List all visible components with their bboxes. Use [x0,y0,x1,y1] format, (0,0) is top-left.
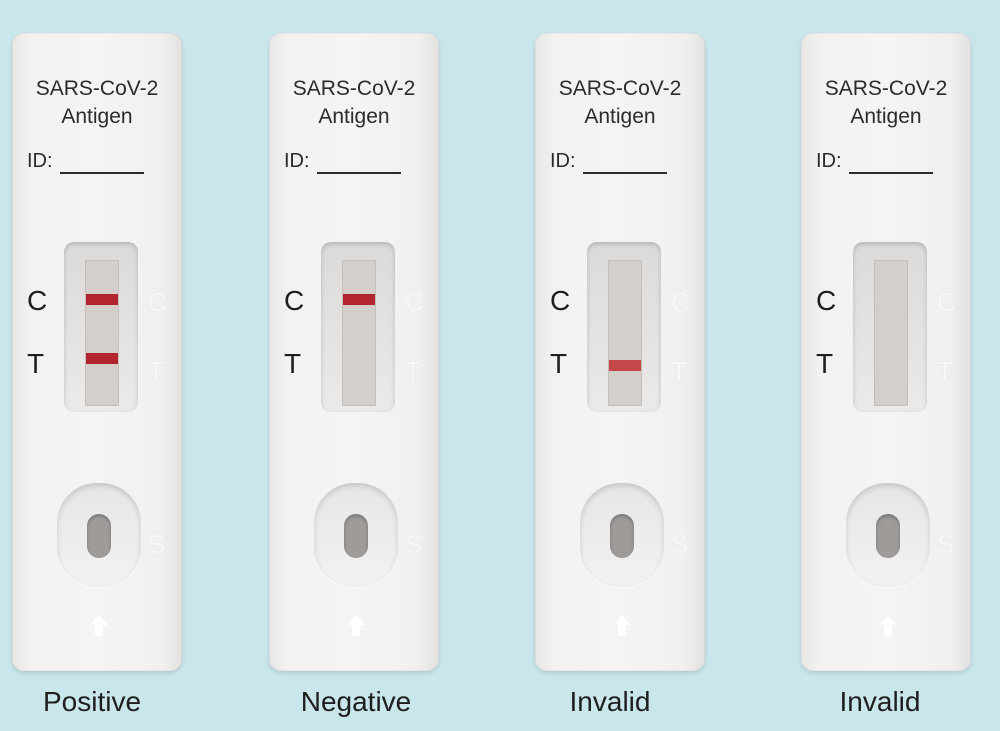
test-strip [608,260,642,406]
s-embossed-mark: S [937,529,955,559]
arrow-up-icon [347,615,365,636]
test-line [609,360,641,371]
title-line-2: Antigen [61,105,133,128]
t-label: T [550,348,568,379]
cassette-title: SARS-CoV-2 Antigen [801,75,971,131]
result-label-invalid: Invalid [569,686,651,717]
result-label-positive: Positive [42,686,142,717]
sample-well [846,483,930,587]
test-strip [85,260,119,406]
s-embossed-mark: S [671,529,689,559]
c-embossed-mark: C [671,287,690,317]
result-label-negative: Negative [300,686,412,717]
id-label: ID: [550,150,576,172]
arrow-up-icon [90,615,108,636]
id-label: ID: [27,150,53,172]
test-strip [874,260,908,406]
test-strip [342,260,376,406]
t-label: T [816,348,834,379]
test-cassette-invalid-1: SARS-CoV-2 Antigen ID: C T C T S [535,33,705,671]
title-line-2: Antigen [850,105,922,128]
result-label-invalid: Invalid [839,686,921,717]
id-underline [583,172,667,174]
title-line-1: SARS-CoV-2 [824,77,948,100]
c-embossed-mark: C [405,287,424,317]
test-cassette-positive: SARS-CoV-2 Antigen ID: C T C T S [12,33,182,671]
cassette-title: SARS-CoV-2 Antigen [269,75,439,131]
arrow-up-icon [613,615,631,636]
id-underline [60,172,144,174]
title-line-1: SARS-CoV-2 [292,77,416,100]
s-embossed-mark: S [405,529,423,559]
title-line-2: Antigen [584,105,656,128]
sample-well [580,483,664,587]
t-label: T [284,348,302,379]
id-label: ID: [284,150,310,172]
t-label: T [27,348,45,379]
test-line [86,353,118,364]
c-embossed-mark: C [148,287,167,317]
sample-well [314,483,398,587]
sample-hole [344,514,368,558]
c-label: C [284,285,305,316]
sample-well [57,483,141,587]
c-label: C [550,285,571,316]
id-label: ID: [816,150,842,172]
id-underline [849,172,933,174]
c-label: C [816,285,837,316]
title-line-2: Antigen [318,105,390,128]
title-line-1: SARS-CoV-2 [558,77,682,100]
arrow-up-icon [879,615,897,636]
test-cassette-invalid-2: SARS-CoV-2 Antigen ID: C T C T S [801,33,971,671]
sample-hole [610,514,634,558]
result-window [64,242,138,412]
sample-hole [876,514,900,558]
t-embossed-mark: T [937,356,953,386]
sample-hole [87,514,111,558]
result-window [853,242,927,412]
cassette-title: SARS-CoV-2 Antigen [535,75,705,131]
id-underline [317,172,401,174]
c-label: C [27,285,48,316]
control-line [86,294,118,305]
test-cassette-negative: SARS-CoV-2 Antigen ID: C T C T S [269,33,439,671]
result-window [587,242,661,412]
t-embossed-mark: T [148,356,164,386]
title-line-1: SARS-CoV-2 [35,77,159,100]
cassette-title: SARS-CoV-2 Antigen [12,75,182,131]
t-embossed-mark: T [671,356,687,386]
c-embossed-mark: C [937,287,956,317]
result-window [321,242,395,412]
s-embossed-mark: S [148,529,166,559]
control-line [343,294,375,305]
t-embossed-mark: T [405,356,421,386]
